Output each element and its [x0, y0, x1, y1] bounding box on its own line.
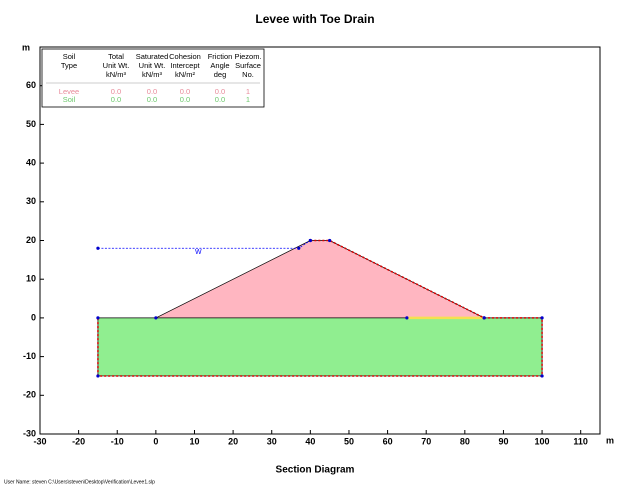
- legend-header: Intercept: [170, 61, 200, 70]
- x-tick-label: 0: [153, 436, 158, 446]
- y-tick-label: -10: [23, 351, 36, 361]
- legend-cell: 0.0: [111, 95, 121, 104]
- legend-cell: 0.0: [180, 87, 190, 96]
- legend-cell: 0.0: [147, 87, 157, 96]
- y-tick-label: 0: [31, 312, 36, 322]
- x-tick-label: 50: [344, 436, 354, 446]
- vertex: [154, 316, 158, 320]
- y-tick-label: 30: [26, 196, 36, 206]
- legend-cell: 1: [246, 87, 250, 96]
- legend-cell: 0.0: [111, 87, 121, 96]
- x-tick-label: -20: [72, 436, 85, 446]
- vertex: [96, 246, 100, 250]
- vertex: [405, 316, 409, 320]
- legend-header: Cohesion: [169, 52, 201, 61]
- vertex: [96, 374, 100, 378]
- legend-cell: Levee: [59, 87, 79, 96]
- legend-header: Total: [108, 52, 124, 61]
- piezometric-line: [97, 240, 311, 249]
- legend-header: kN/m²: [175, 70, 195, 79]
- legend-cell: Soil: [63, 95, 76, 104]
- vertex: [96, 316, 100, 320]
- legend-cell: 0.0: [147, 95, 157, 104]
- x-unit: m: [606, 435, 614, 445]
- x-tick-label: 110: [573, 436, 588, 446]
- legend-header: kN/m³: [142, 70, 162, 79]
- x-tick-label: 30: [267, 436, 277, 446]
- legend-cell: 0.0: [215, 95, 225, 104]
- x-tick-label: 80: [460, 436, 470, 446]
- y-tick-label: 40: [26, 157, 36, 167]
- legend-box: [41, 48, 265, 108]
- legend-header: Unit Wt.: [103, 61, 130, 70]
- piezometric-label: W: [195, 249, 202, 256]
- x-tick-label: -10: [111, 436, 124, 446]
- vertex: [540, 316, 544, 320]
- x-tick-label: 70: [421, 436, 431, 446]
- x-tick-label: 60: [383, 436, 393, 446]
- legend-cell: 1: [246, 95, 250, 104]
- legend-header: Angle: [210, 61, 229, 70]
- legend-header: Unit Wt.: [139, 61, 166, 70]
- vertex: [297, 246, 301, 250]
- y-tick-label: -20: [23, 390, 36, 400]
- vertex: [482, 316, 486, 320]
- legend-cell: 0.0: [180, 95, 190, 104]
- footer: User Name: steven C:\Users\steven\Deskto…: [4, 479, 155, 485]
- y-tick-label: 10: [26, 274, 36, 284]
- x-tick-label: 10: [189, 436, 199, 446]
- vertex: [328, 238, 332, 243]
- x-tick-label: 90: [498, 436, 508, 446]
- soil-region: [97, 317, 543, 377]
- legend-header: deg: [214, 70, 227, 79]
- y-tick-label: 60: [26, 80, 36, 90]
- legend-cell: 0.0: [215, 87, 225, 96]
- soil-region: [155, 240, 485, 319]
- x-axis-title: Section Diagram: [276, 465, 355, 476]
- legend-header: Type: [61, 61, 77, 70]
- vertex: [308, 238, 312, 243]
- x-tick-label: 100: [535, 436, 550, 446]
- legend-header: Surface: [235, 61, 261, 70]
- y-tick-label: -30: [23, 428, 36, 438]
- legend-header: kN/m³: [106, 70, 126, 79]
- chart-title: Levee with Toe Drain: [255, 12, 374, 26]
- legend-header: Saturated: [136, 52, 169, 61]
- legend-header: Friction: [208, 52, 233, 61]
- vertex: [540, 374, 544, 378]
- x-tick-label: 20: [228, 436, 238, 446]
- y-tick-label: 20: [26, 235, 36, 245]
- y-tick-label: 50: [26, 119, 36, 129]
- legend-header: No.: [242, 70, 254, 79]
- y-unit: m: [22, 42, 30, 52]
- legend-header: Piezom.: [234, 52, 261, 61]
- x-tick-label: -30: [33, 436, 46, 446]
- legend-header: Soil: [63, 52, 76, 61]
- x-tick-label: 40: [305, 436, 315, 446]
